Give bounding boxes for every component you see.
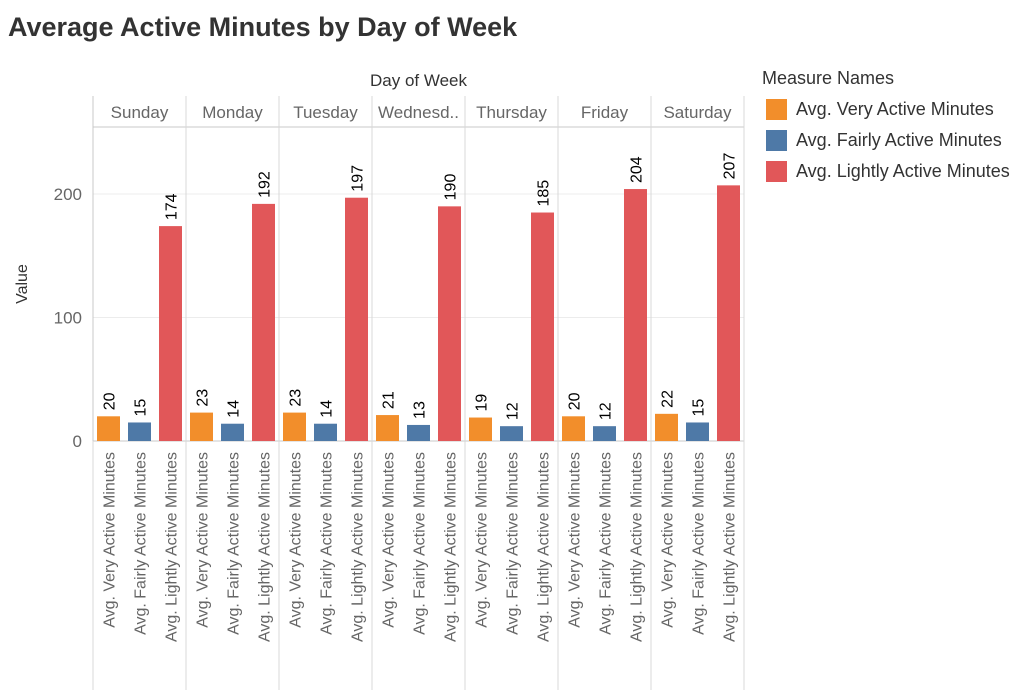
data-label: 15 bbox=[691, 399, 708, 417]
y-tick-label: 100 bbox=[54, 309, 82, 328]
day-header-label: Tuesday bbox=[293, 103, 358, 122]
x-tick-label: Avg. Very Active Minutes bbox=[195, 452, 212, 628]
x-tick-label: Avg. Fairly Active Minutes bbox=[226, 452, 243, 635]
data-label: 20 bbox=[567, 392, 584, 410]
data-label: 14 bbox=[319, 400, 336, 418]
bar bbox=[531, 212, 554, 441]
x-tick-label: Avg. Fairly Active Minutes bbox=[505, 452, 522, 635]
x-tick-label: Avg. Very Active Minutes bbox=[567, 452, 584, 628]
legend-swatch-very-active bbox=[766, 99, 787, 120]
bar bbox=[221, 423, 244, 441]
data-label: 15 bbox=[133, 399, 150, 417]
data-label: 207 bbox=[722, 153, 739, 180]
data-label: 12 bbox=[505, 402, 522, 420]
bar bbox=[190, 412, 213, 441]
y-tick-label: 200 bbox=[54, 185, 82, 204]
x-tick-label: Avg. Very Active Minutes bbox=[102, 452, 119, 628]
x-tick-label: Avg. Lightly Active Minutes bbox=[536, 452, 553, 642]
bar-chart: Day of Week Value 0 100 200 Sunday Monday Tuesd… bbox=[14, 71, 745, 690]
bar bbox=[376, 415, 399, 441]
day-header-label: Thursday bbox=[476, 103, 547, 122]
legend: Measure Names Avg. Very Active Minutes A… bbox=[762, 68, 1010, 187]
legend-title: Measure Names bbox=[762, 68, 895, 88]
chart-title: Average Active Minutes by Day of Week bbox=[8, 12, 518, 42]
bar bbox=[469, 417, 492, 441]
x-tick-label: Avg. Fairly Active Minutes bbox=[691, 452, 708, 635]
bar bbox=[686, 422, 709, 441]
x-tick-label: Avg. Very Active Minutes bbox=[660, 452, 677, 628]
data-label: 19 bbox=[474, 394, 491, 412]
x-tick-label: Avg. Lightly Active Minutes bbox=[722, 452, 739, 642]
x-tick-label: Avg. Fairly Active Minutes bbox=[598, 452, 615, 635]
day-header-label: Wednesd.. bbox=[378, 103, 459, 122]
bar bbox=[655, 413, 678, 441]
x-tick-label: Avg. Lightly Active Minutes bbox=[443, 452, 460, 642]
data-label: 14 bbox=[226, 400, 243, 418]
x-tick-label: Avg. Fairly Active Minutes bbox=[412, 452, 429, 635]
legend-swatch-lightly-active bbox=[766, 161, 787, 182]
bar bbox=[283, 412, 306, 441]
x-tick-label: Avg. Lightly Active Minutes bbox=[629, 452, 646, 642]
x-tick-label: Avg. Lightly Active Minutes bbox=[257, 452, 274, 642]
legend-label-lightly-active: Avg. Lightly Active Minutes bbox=[796, 161, 1010, 181]
data-label: 204 bbox=[629, 156, 646, 183]
bar bbox=[438, 206, 461, 441]
bar bbox=[717, 185, 740, 441]
x-tick-label: Avg. Very Active Minutes bbox=[381, 452, 398, 628]
x-tick-label: Avg. Fairly Active Minutes bbox=[133, 452, 150, 635]
x-tick-label: Avg. Very Active Minutes bbox=[288, 452, 305, 628]
day-header-label: Sunday bbox=[111, 103, 169, 122]
bar bbox=[128, 422, 151, 441]
legend-swatch-fairly-active bbox=[766, 130, 787, 151]
data-label: 174 bbox=[164, 193, 181, 220]
data-label: 197 bbox=[350, 165, 367, 192]
data-label: 23 bbox=[195, 389, 212, 407]
bar bbox=[97, 416, 120, 441]
y-axis-title: Value bbox=[14, 264, 31, 304]
x-tick-label: Avg. Lightly Active Minutes bbox=[350, 452, 367, 642]
data-label: 22 bbox=[660, 390, 677, 408]
legend-item-lightly-active[interactable]: Avg. Lightly Active Minutes bbox=[762, 156, 1010, 187]
legend-item-very-active[interactable]: Avg. Very Active Minutes bbox=[762, 94, 1010, 125]
data-label: 21 bbox=[381, 391, 398, 409]
x-tick-label: Avg. Very Active Minutes bbox=[474, 452, 491, 628]
day-header-label: Friday bbox=[581, 103, 629, 122]
bar bbox=[159, 226, 182, 441]
data-label: 185 bbox=[536, 180, 553, 207]
legend-label-fairly-active: Avg. Fairly Active Minutes bbox=[796, 130, 1002, 150]
column-header-title: Day of Week bbox=[370, 71, 468, 90]
data-label: 23 bbox=[288, 389, 305, 407]
bar bbox=[314, 423, 337, 441]
data-label: 12 bbox=[598, 402, 615, 420]
bar bbox=[252, 203, 275, 441]
x-tick-label: Avg. Lightly Active Minutes bbox=[164, 452, 181, 642]
bar bbox=[562, 416, 585, 441]
bar bbox=[345, 197, 368, 441]
bar bbox=[593, 426, 616, 441]
y-tick-label: 0 bbox=[73, 432, 82, 451]
bar bbox=[624, 189, 647, 441]
day-header-label: Saturday bbox=[663, 103, 732, 122]
data-label: 20 bbox=[102, 392, 119, 410]
legend-item-fairly-active[interactable]: Avg. Fairly Active Minutes bbox=[762, 125, 1010, 156]
bar bbox=[407, 424, 430, 441]
data-label: 192 bbox=[257, 171, 274, 198]
data-label: 190 bbox=[443, 174, 460, 201]
bar bbox=[500, 426, 523, 441]
x-tick-label: Avg. Fairly Active Minutes bbox=[319, 452, 336, 635]
day-header-label: Monday bbox=[202, 103, 263, 122]
data-label: 13 bbox=[412, 401, 429, 419]
legend-label-very-active: Avg. Very Active Minutes bbox=[796, 99, 994, 119]
